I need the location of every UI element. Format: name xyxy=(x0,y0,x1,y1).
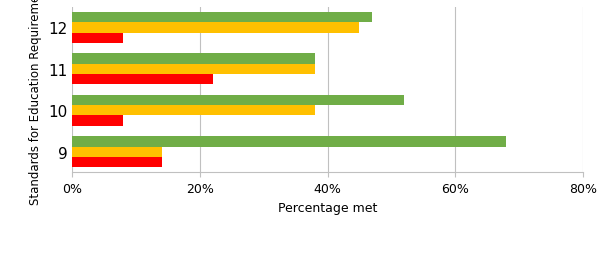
Bar xyxy=(72,13,372,23)
Bar xyxy=(72,34,123,44)
Bar xyxy=(72,23,359,34)
X-axis label: Percentage met: Percentage met xyxy=(278,201,377,214)
Bar xyxy=(72,106,315,116)
Y-axis label: Standards for Education Requirements: Standards for Education Requirements xyxy=(29,0,43,204)
Bar xyxy=(72,116,123,126)
Bar xyxy=(72,75,213,85)
Bar xyxy=(72,54,315,64)
Bar xyxy=(72,147,162,157)
Bar xyxy=(72,137,507,147)
Bar xyxy=(72,64,315,75)
Bar xyxy=(72,157,162,168)
Bar xyxy=(72,95,404,106)
